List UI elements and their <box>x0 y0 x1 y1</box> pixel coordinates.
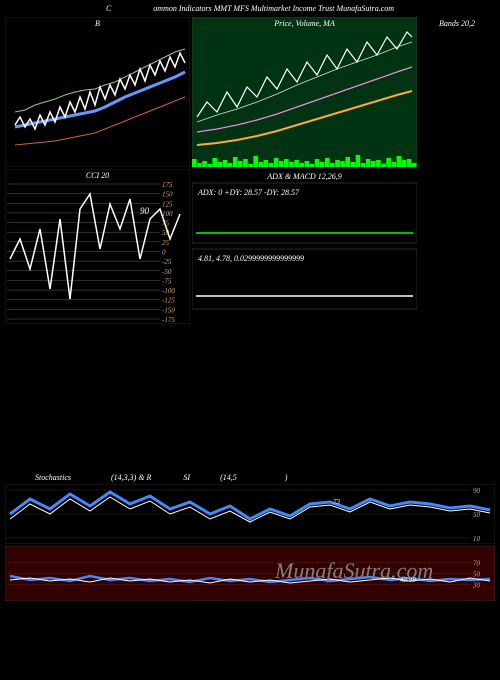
svg-text:ADX: 0 +DY: 28.57 -DY: 28.57: ADX: 0 +DY: 28.57 -DY: 28.57 <box>197 188 300 197</box>
svg-text:-100: -100 <box>162 287 175 295</box>
stochastics-chart: 90 50 10 73 <box>5 484 495 544</box>
svg-text:10: 10 <box>473 535 481 543</box>
svg-text:-150: -150 <box>162 306 175 314</box>
bollinger-title: B <box>95 19 100 28</box>
stochastics-title: Stochastics (14,3,3) & R SI (14,5 ) <box>5 471 495 484</box>
cci-title: CCI 20 <box>86 171 109 180</box>
svg-text:30: 30 <box>472 582 481 590</box>
svg-text:4.81, 4.78, 0.0299999999999999: 4.81, 4.78, 0.0299999999999999 <box>198 254 304 263</box>
svg-text:50: 50 <box>473 511 481 519</box>
svg-text:50: 50 <box>473 571 481 579</box>
svg-text:125: 125 <box>162 200 173 208</box>
page-header: C ommon Indicators MMT MFS Multimarket I… <box>0 0 500 17</box>
price-ma-panel: Price, Volume, MA <box>192 17 417 167</box>
svg-text:90: 90 <box>473 487 481 495</box>
svg-text:-175: -175 <box>162 316 175 324</box>
svg-text:-50: -50 <box>162 268 172 276</box>
svg-text:100: 100 <box>162 210 173 218</box>
row-3: Stochastics (14,3,3) & R SI (14,5 ) 90 50… <box>0 471 500 544</box>
bands-label: Bands 20,2 <box>439 19 475 28</box>
bollinger-chart <box>5 17 190 167</box>
svg-text:0: 0 <box>162 249 166 257</box>
svg-text:25: 25 <box>162 239 170 247</box>
svg-text:70: 70 <box>473 560 481 568</box>
svg-text:73: 73 <box>333 498 341 506</box>
watermark-text: MunafaSutra.com <box>275 558 433 584</box>
price-ma-title: Price, Volume, MA <box>274 19 334 28</box>
bollinger-panel: B <box>5 17 190 167</box>
adx-macd-panel: ADX & MACD 12,26,9 ADX: 0 +DY: 28.57 -DY:… <box>192 169 417 324</box>
svg-text:ADX & MACD 12,26,9: ADX & MACD 12,26,9 <box>266 172 341 181</box>
header-center: ommon Indicators MMT MFS Multimarket Inc… <box>153 4 394 13</box>
adx-macd-chart: ADX & MACD 12,26,9 ADX: 0 +DY: 28.57 -DY:… <box>192 169 417 324</box>
cci-chart: 1751501251007550250-25-50-75-100-125-150… <box>5 169 190 324</box>
row-1: B Price, Volume, MA Bands 20,2 <box>0 17 500 167</box>
header-left: C <box>106 4 111 13</box>
svg-text:-25: -25 <box>162 258 172 266</box>
svg-text:175: 175 <box>162 181 173 189</box>
price-ma-chart <box>192 17 417 167</box>
bands-label-panel: Bands 20,2 <box>419 17 495 167</box>
gap <box>0 326 500 471</box>
svg-text:-125: -125 <box>162 297 175 305</box>
row-2: CCI 20 1751501251007550250-25-50-75-100-… <box>0 169 500 324</box>
stochastics-panel: Stochastics (14,3,3) & R SI (14,5 ) 90 50… <box>5 471 495 544</box>
cci-panel: CCI 20 1751501251007550250-25-50-75-100-… <box>5 169 190 324</box>
svg-text:90: 90 <box>140 206 150 216</box>
svg-text:-75: -75 <box>162 277 172 285</box>
svg-text:150: 150 <box>162 191 173 199</box>
